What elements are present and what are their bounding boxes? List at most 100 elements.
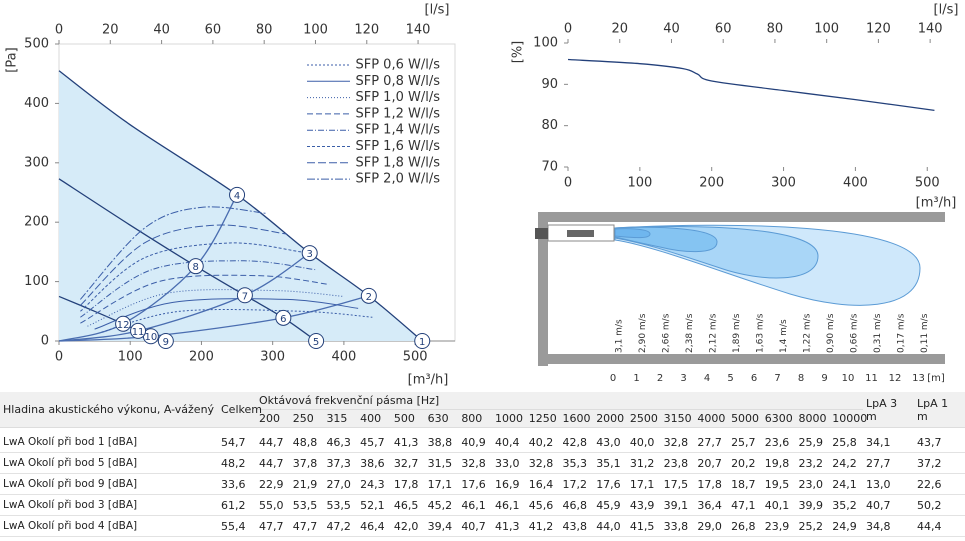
row-label: LwA Okolí při bod 1 [dBA] bbox=[0, 432, 218, 453]
distance-label: 12 bbox=[889, 373, 902, 384]
distance-label: 11 bbox=[865, 373, 878, 384]
cell: 16,4 bbox=[525, 473, 560, 495]
distance-label: 7 bbox=[774, 373, 780, 384]
cell: 47,1 bbox=[728, 494, 762, 516]
cell: 33,8 bbox=[660, 515, 695, 537]
cell: 23,2 bbox=[795, 452, 830, 474]
distance-label: 5 bbox=[727, 373, 733, 384]
cell: 20,7 bbox=[694, 452, 729, 474]
cell: 40,7 bbox=[458, 515, 493, 537]
legend-label: SFP 1,2 W/l/s bbox=[355, 106, 440, 121]
cell: 53,5 bbox=[323, 494, 358, 516]
sfp-line bbox=[80, 274, 330, 324]
x2-tick-label: 40 bbox=[153, 23, 170, 38]
x-tick-label: 200 bbox=[699, 176, 724, 191]
cell: 45,2 bbox=[424, 494, 459, 516]
cell: 25,2 bbox=[795, 515, 830, 537]
x-tick-label: 300 bbox=[260, 350, 285, 365]
curve bbox=[58, 252, 311, 342]
band-header: 1000 bbox=[492, 409, 526, 428]
velocity-label: 2,12 m/s bbox=[709, 313, 719, 353]
cell: 40,1 bbox=[761, 494, 796, 516]
table-row: LwA Okolí při bod 5 [dBA] 48,2 44,7 37,8 37,… bbox=[0, 452, 965, 474]
band-header: 800 bbox=[458, 409, 493, 428]
operating-point bbox=[301, 245, 318, 262]
cell: 41,5 bbox=[626, 515, 661, 537]
cell: 22,9 bbox=[256, 473, 290, 495]
point-label: 4 bbox=[234, 191, 240, 202]
x-tick-label: 500 bbox=[403, 350, 428, 365]
cell: 43,9 bbox=[626, 494, 661, 516]
cell: 52,1 bbox=[357, 494, 391, 516]
cell: 26,8 bbox=[728, 515, 762, 537]
operating-point bbox=[115, 315, 132, 332]
y-tick-label: 0 bbox=[41, 334, 49, 349]
cell: 22,6 bbox=[914, 473, 965, 495]
band-header: 500 bbox=[390, 409, 425, 428]
x2-tick-label: 100 bbox=[303, 23, 328, 38]
cell: 45,7 bbox=[357, 432, 391, 453]
cell: 23,6 bbox=[761, 432, 796, 453]
velocity-label: 0,17 m/s bbox=[897, 313, 907, 353]
velocity-label: 0,11 m/s bbox=[920, 313, 930, 353]
table-row: LwA Okolí při bod 3 [dBA] 61,2 55,0 53,5 53,… bbox=[0, 494, 965, 516]
band-header: 250 bbox=[289, 409, 324, 428]
sfp-line bbox=[80, 260, 316, 318]
cell: 44,0 bbox=[593, 515, 627, 537]
x-tick-label: 100 bbox=[627, 176, 652, 191]
distance-unit: [m] bbox=[927, 373, 945, 384]
point-label: 11 bbox=[132, 327, 145, 338]
cell: 53,5 bbox=[289, 494, 324, 516]
band-header: 1600 bbox=[559, 409, 594, 428]
x-tick-label: 400 bbox=[843, 176, 868, 191]
cell: 23,8 bbox=[660, 452, 695, 474]
cell: 38,8 bbox=[424, 432, 459, 453]
cell: 61,2 bbox=[218, 494, 256, 516]
x2-tick-label: 140 bbox=[918, 22, 943, 37]
x2-tick-label: 60 bbox=[205, 23, 222, 38]
x-axis-label: [m³/h] bbox=[408, 373, 449, 388]
cell: 40,9 bbox=[458, 432, 493, 453]
velocity-label: 1,22 m/s bbox=[803, 313, 813, 353]
point-label: 12 bbox=[117, 320, 130, 331]
x2-tick-label: 100 bbox=[814, 22, 839, 37]
cell: 33,0 bbox=[492, 452, 526, 474]
row-label: LwA Okolí při bod 5 [dBA] bbox=[0, 452, 218, 474]
y-tick-label: 100 bbox=[533, 36, 558, 51]
cell: 38,6 bbox=[357, 452, 391, 474]
cell: 43,8 bbox=[559, 515, 594, 537]
distance-label: 3 bbox=[680, 373, 686, 384]
noise-table: Hladina akustického výkonu, A-vážený Cel… bbox=[0, 392, 965, 537]
velocity-label: 1,89 m/s bbox=[732, 313, 742, 353]
cell: 23,9 bbox=[761, 515, 796, 537]
cell: 17,5 bbox=[660, 473, 695, 495]
y-tick-label: 500 bbox=[24, 37, 49, 52]
distance-label: 0 bbox=[610, 373, 616, 384]
x-tick-label: 0 bbox=[55, 350, 63, 365]
y-tick-label: 90 bbox=[541, 77, 558, 92]
distance-label: 8 bbox=[798, 373, 804, 384]
operating-point bbox=[360, 287, 377, 304]
legend-label: SFP 2,0 W/l/s bbox=[355, 172, 440, 187]
point-label: 7 bbox=[242, 291, 248, 302]
cell: 39,1 bbox=[660, 494, 695, 516]
cell: 43,7 bbox=[914, 432, 965, 453]
x-tick-label: 400 bbox=[331, 350, 356, 365]
point-label: 6 bbox=[280, 314, 286, 325]
cell: 39,4 bbox=[424, 515, 459, 537]
sfp-line bbox=[80, 224, 287, 306]
x-tick-label: 100 bbox=[118, 350, 143, 365]
band-header: 630 bbox=[424, 409, 459, 428]
cell: 46,8 bbox=[559, 494, 594, 516]
cell: 13,0 bbox=[863, 473, 914, 495]
operating-point bbox=[157, 333, 174, 349]
band-header: 5000 bbox=[728, 409, 762, 428]
y-tick-label: 80 bbox=[541, 118, 558, 133]
band-header: 2000 bbox=[593, 409, 627, 428]
cell: 40,2 bbox=[525, 432, 560, 453]
cell: 43,0 bbox=[593, 432, 627, 453]
cell: 35,1 bbox=[593, 452, 627, 474]
cell: 37,8 bbox=[289, 452, 324, 474]
band-header: 10000 bbox=[829, 409, 867, 428]
point-label: 10 bbox=[145, 332, 158, 343]
